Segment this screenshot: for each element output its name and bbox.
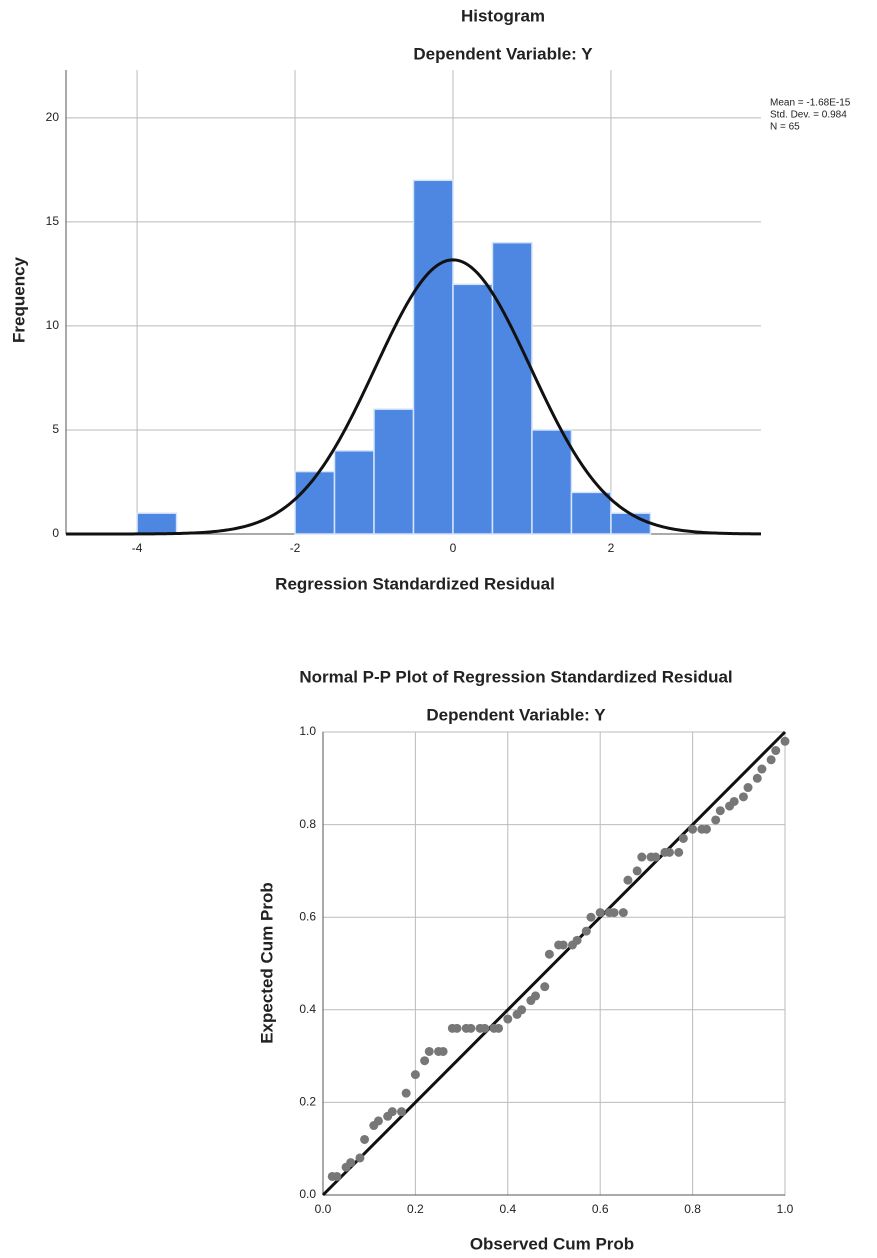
x-tick-label: 0.8: [684, 1202, 701, 1216]
point: [619, 908, 628, 917]
point: [757, 765, 766, 774]
y-tick-label: 20: [46, 110, 60, 124]
point: [540, 982, 549, 991]
histogram-bar: [295, 472, 334, 534]
x-tick-label: -2: [290, 541, 301, 555]
chart-title: Histogram: [461, 6, 545, 25]
histogram-bar: [453, 284, 492, 534]
y-tick-label: 10: [46, 318, 60, 332]
point: [771, 746, 780, 755]
histogram-bar: [137, 513, 176, 534]
point: [374, 1116, 383, 1125]
point: [346, 1158, 355, 1167]
y-tick-label: 0.2: [299, 1095, 316, 1109]
point: [494, 1024, 503, 1033]
x-tick-label: 0.6: [592, 1202, 609, 1216]
point: [582, 927, 591, 936]
page: Histogram Dependent Variable: Y Regressi…: [0, 0, 877, 1258]
point: [355, 1153, 364, 1162]
point: [711, 815, 720, 824]
point: [665, 848, 674, 857]
point: [466, 1024, 475, 1033]
histogram-bar: [492, 243, 531, 534]
y-tick-label: 1.0: [299, 724, 316, 738]
reference-line: [323, 732, 785, 1195]
point: [586, 913, 595, 922]
x-tick-label: 0.4: [499, 1202, 516, 1216]
x-tick-label: 1.0: [777, 1202, 794, 1216]
y-tick-label: 0.8: [299, 817, 316, 831]
histogram-bar: [414, 180, 453, 534]
point: [674, 848, 683, 857]
point: [573, 936, 582, 945]
point: [702, 825, 711, 834]
stat-label: N = 65: [770, 122, 800, 133]
point: [517, 1005, 526, 1014]
point: [545, 950, 554, 959]
histogram-bar: [571, 492, 610, 534]
point: [397, 1107, 406, 1116]
y-axis-label: Frequency: [9, 256, 28, 343]
y-tick-label: 0.6: [299, 909, 316, 923]
point: [332, 1172, 341, 1181]
histogram-bar: [532, 430, 571, 534]
point: [730, 797, 739, 806]
point: [439, 1047, 448, 1056]
chart-subtitle: Dependent Variable: Y: [426, 705, 606, 724]
point: [739, 792, 748, 801]
point: [637, 853, 646, 862]
y-tick-label: 15: [46, 214, 60, 228]
point: [767, 755, 776, 764]
point: [623, 876, 632, 885]
y-tick-label: 0.0: [299, 1187, 316, 1201]
figure: Histogram Dependent Variable: Y Regressi…: [0, 0, 877, 1258]
point: [425, 1047, 434, 1056]
histogram-bar: [335, 451, 374, 534]
point: [411, 1070, 420, 1079]
histogram-bar: [374, 409, 413, 534]
point: [559, 940, 568, 949]
y-tick-label: 0.4: [299, 1002, 316, 1016]
point: [480, 1024, 489, 1033]
point: [781, 737, 790, 746]
x-axis-label: Observed Cum Prob: [470, 1234, 634, 1253]
point: [596, 908, 605, 917]
stat-label: Mean = -1.68E-15: [770, 98, 851, 109]
histogram-bar: [611, 513, 650, 534]
x-tick-label: 2: [608, 541, 615, 555]
x-axis-label: Regression Standardized Residual: [275, 574, 555, 593]
x-tick-label: 0.0: [315, 1202, 332, 1216]
point: [753, 774, 762, 783]
point: [610, 908, 619, 917]
point: [388, 1107, 397, 1116]
stat-label: Std. Dev. = 0.984: [770, 110, 847, 121]
point: [651, 853, 660, 862]
x-tick-label: 0: [450, 541, 457, 555]
x-tick-label: 0.2: [407, 1202, 424, 1216]
x-tick-label: -4: [132, 541, 143, 555]
point: [679, 834, 688, 843]
y-tick-label: 0: [52, 526, 59, 540]
chart-title: Normal P-P Plot of Regression Standardiz…: [299, 667, 732, 686]
chart-subtitle: Dependent Variable: Y: [413, 44, 593, 63]
point: [744, 783, 753, 792]
y-axis-label: Expected Cum Prob: [257, 882, 276, 1044]
point: [402, 1089, 411, 1098]
point: [360, 1135, 369, 1144]
point: [633, 866, 642, 875]
point: [531, 991, 540, 1000]
y-tick-label: 5: [52, 422, 59, 436]
point: [452, 1024, 461, 1033]
point: [716, 806, 725, 815]
point: [420, 1056, 429, 1065]
point: [688, 825, 697, 834]
point: [503, 1015, 512, 1024]
